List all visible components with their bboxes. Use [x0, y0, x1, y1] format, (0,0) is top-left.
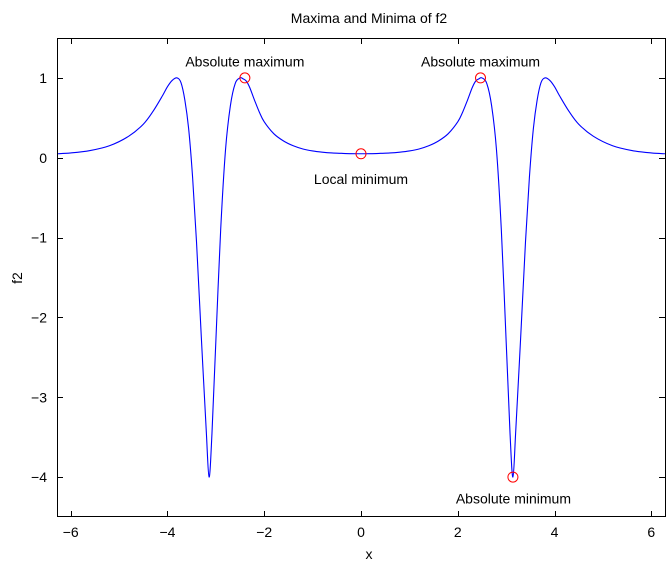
- x-tick-label: 6: [647, 524, 655, 540]
- x-tick-label: −2: [256, 524, 272, 540]
- y-tick-label: 1: [39, 70, 47, 86]
- extremum-marker: [475, 72, 487, 84]
- annotation-label: Local minimum: [314, 171, 408, 187]
- extremum-marker: [355, 148, 367, 160]
- y-axis-label: f2: [9, 272, 25, 284]
- extremum-marker: [239, 72, 251, 84]
- x-tick-label: −6: [63, 524, 79, 540]
- y-tick-label: −3: [31, 389, 47, 405]
- x-tick-label: 2: [454, 524, 462, 540]
- y-tick-label: −1: [31, 230, 47, 246]
- plot-content: [56, 77, 666, 478]
- y-tick-label: 0: [39, 150, 47, 166]
- x-tick-label: 0: [357, 524, 365, 540]
- f2-curve: [56, 77, 666, 478]
- annotation-label: Absolute minimum: [456, 490, 571, 506]
- annotation-label: Absolute maximum: [185, 54, 304, 70]
- y-tick-label: −4: [31, 469, 47, 485]
- plot-area: [57, 38, 666, 517]
- x-axis-label: x: [366, 546, 373, 562]
- x-tick-label: −4: [159, 524, 175, 540]
- x-tick-label: 4: [551, 524, 559, 540]
- annotations: Absolute maximum Absolute maximum Local mi…: [185, 54, 571, 507]
- extremum-marker: [507, 471, 519, 483]
- annotation-label: Absolute maximum: [421, 54, 540, 70]
- extrema-markers: [239, 72, 519, 483]
- chart-title: Maxima and Minima of f2: [291, 10, 448, 26]
- y-tick-label: −2: [31, 309, 47, 325]
